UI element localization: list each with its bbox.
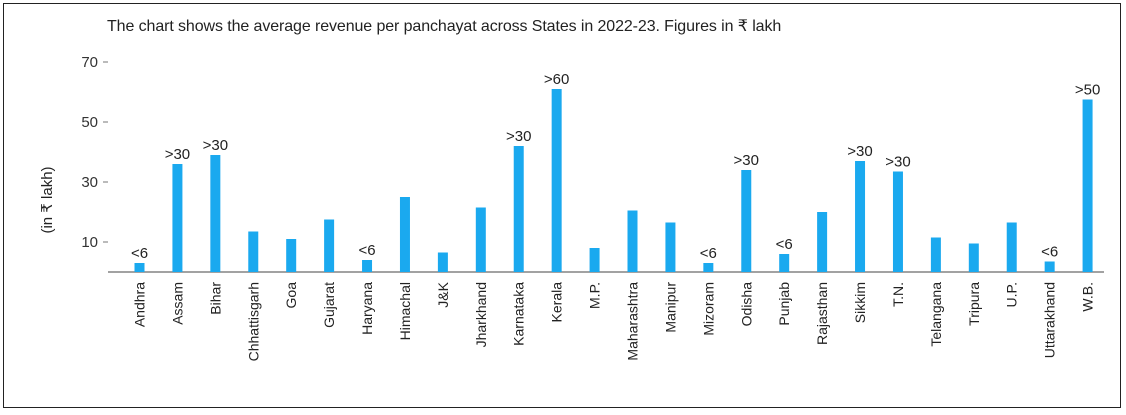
y-axis-label: (in ₹ lakh) (39, 166, 56, 233)
data-label: <6 (776, 236, 793, 253)
bar-uttarakhand (1044, 261, 1055, 272)
data-label: >50 (1075, 82, 1100, 99)
bar-karnataka (513, 146, 524, 272)
x-tick-label: Bihar (207, 282, 223, 315)
bar-kerala (551, 89, 562, 272)
x-tick-label: T.N. (890, 282, 906, 307)
bar-assam (172, 164, 183, 272)
data-label: <6 (358, 242, 375, 259)
bar-telangana (930, 237, 941, 272)
x-tick-label: Manipur (662, 282, 678, 333)
bar-chhattisgarh (248, 231, 259, 272)
x-tick-label: Haryana (359, 282, 375, 335)
data-label: >30 (847, 143, 872, 160)
bar-bihar (210, 155, 221, 272)
bar-sikkim (855, 161, 866, 272)
x-tick-label: Chhattisgarh (245, 282, 261, 361)
cropped-text-fragment (120, 408, 680, 415)
data-label: >30 (734, 152, 759, 169)
x-tick-label: Telangana (928, 282, 944, 347)
x-tick-label: U.P. (1004, 282, 1020, 307)
bar-mizoram (703, 263, 714, 272)
data-label: >30 (165, 146, 190, 163)
bar-t-n (892, 171, 903, 272)
data-label: <6 (131, 245, 148, 262)
x-tick-label: Karnataka (511, 282, 527, 346)
x-tick-label: Mizoram (700, 282, 716, 336)
x-tick-label: Odisha (738, 282, 754, 327)
bar-andhra (134, 263, 145, 272)
data-label: >60 (544, 71, 569, 88)
bar-goa (286, 239, 297, 272)
bar-gujarat (324, 219, 335, 272)
bar-tripura (968, 243, 979, 272)
x-tick-label: Uttarakhand (1042, 282, 1058, 358)
y-tick-label: 10 (81, 234, 98, 251)
bar-j-k (437, 252, 448, 272)
x-tick-label: Goa (283, 282, 299, 309)
bar-jharkhand (475, 207, 486, 272)
x-tick-label: M.P. (587, 282, 603, 309)
y-tick-label: 70 (81, 54, 98, 71)
bars (134, 89, 1093, 272)
data-label: >30 (506, 128, 531, 145)
bar-odisha (741, 170, 752, 272)
x-tick-label: Jharkhand (473, 282, 489, 347)
data-label: >30 (203, 137, 228, 154)
data-label: <6 (1041, 244, 1058, 261)
x-tick-label: J&K (435, 281, 451, 307)
bar-punjab (779, 254, 790, 272)
chart-title: The chart shows the average revenue per … (107, 18, 782, 35)
bar-maharashtra (627, 210, 638, 272)
bar-manipur (665, 222, 676, 272)
x-tick-label: Gujarat (321, 282, 337, 328)
data-label: <6 (700, 245, 717, 262)
x-tick-label: Andhra (132, 282, 148, 327)
x-tick-label: Rajasthan (814, 282, 830, 345)
x-tick-label: Himachal (397, 282, 413, 340)
data-label: >30 (885, 154, 910, 171)
bar-u-p (1006, 222, 1017, 272)
chart-frame (3, 3, 1121, 408)
x-tick-label: Kerala (549, 282, 565, 323)
y-tick-label: 30 (81, 174, 98, 191)
x-tick-label: Sikkim (852, 282, 868, 323)
data-labels: <6 >30 >30 <6 >30 >60 <6 >30 <6 >30 >30 <6 >50 (131, 71, 1100, 262)
bar-himachal (399, 197, 410, 272)
x-tick-label: Tripura (966, 282, 982, 326)
x-tick-label: Maharashtra (625, 282, 641, 361)
chart-axes: 10 30 50 70 (81, 54, 1104, 273)
bar-w-b (1082, 99, 1093, 272)
x-tick-label: Assam (169, 282, 185, 325)
y-tick-label: 50 (81, 114, 98, 131)
x-tick-label: W.B. (1080, 282, 1096, 312)
x-tick-label: Punjab (776, 282, 792, 326)
bar-haryana (362, 260, 373, 272)
category-labels: Andhra Assam Bihar Chhattisgarh Goa Gujarat Ha… (132, 281, 1096, 361)
bar-rajasthan (817, 212, 828, 272)
bar-m-p (589, 248, 600, 272)
